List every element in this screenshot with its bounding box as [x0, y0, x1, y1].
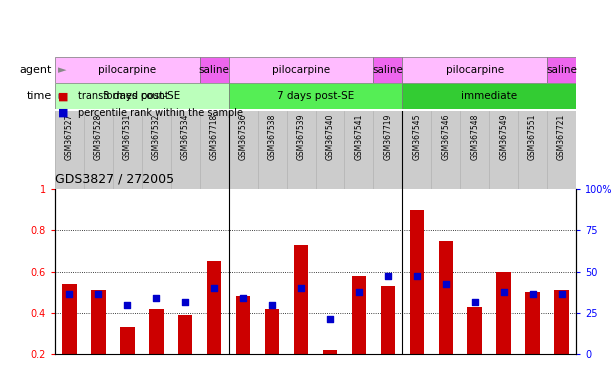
Bar [373, 57, 402, 83]
Bar [554, 290, 569, 354]
Text: GSM367539: GSM367539 [296, 113, 306, 160]
Point [557, 291, 566, 297]
Text: saline: saline [199, 65, 230, 75]
Bar [55, 83, 229, 109]
Text: GSM367527: GSM367527 [65, 113, 74, 160]
Text: GSM367545: GSM367545 [412, 113, 422, 160]
Point [528, 291, 538, 297]
Text: GSM367534: GSM367534 [181, 113, 190, 160]
Bar [91, 290, 106, 354]
Text: agent: agent [20, 65, 52, 75]
Point [267, 301, 277, 308]
Bar [120, 327, 134, 354]
Point [210, 285, 219, 291]
Text: pilocarpine: pilocarpine [445, 65, 503, 75]
Point [441, 281, 451, 287]
Text: ►: ► [58, 91, 67, 101]
Text: saline: saline [373, 65, 403, 75]
Text: saline: saline [546, 65, 577, 75]
Text: ■: ■ [58, 91, 68, 101]
Point [383, 273, 393, 279]
Bar [402, 57, 547, 83]
Text: GSM367536: GSM367536 [239, 113, 247, 160]
Bar [402, 83, 576, 109]
Bar [200, 57, 229, 83]
Point [296, 285, 306, 291]
Text: pilocarpine: pilocarpine [272, 65, 330, 75]
Point [499, 289, 508, 295]
Point [122, 301, 132, 308]
Text: GSM367538: GSM367538 [268, 113, 277, 160]
Point [180, 300, 190, 306]
Bar [207, 261, 221, 354]
Point [65, 291, 75, 297]
Text: GSM367548: GSM367548 [470, 113, 479, 160]
Bar [236, 296, 251, 354]
Text: pilocarpine: pilocarpine [98, 65, 156, 75]
Text: GSM367531: GSM367531 [123, 113, 132, 160]
Bar [149, 309, 164, 354]
Text: GSM367528: GSM367528 [94, 113, 103, 160]
Text: GDS3827 / 272005: GDS3827 / 272005 [55, 172, 174, 185]
Point [325, 316, 335, 322]
Point [238, 295, 248, 301]
Bar [467, 306, 482, 354]
Point [152, 295, 161, 301]
Text: GSM367540: GSM367540 [326, 113, 334, 160]
Point [470, 300, 480, 306]
Text: immediate: immediate [461, 91, 518, 101]
Bar [229, 83, 402, 109]
Text: 3 days post-SE: 3 days post-SE [103, 91, 180, 101]
Bar [294, 245, 309, 354]
Point [354, 289, 364, 295]
Bar [439, 240, 453, 354]
Bar [547, 57, 576, 83]
Bar [381, 286, 395, 354]
Text: GSM367541: GSM367541 [354, 113, 364, 160]
Bar [525, 292, 540, 354]
Text: percentile rank within the sample: percentile rank within the sample [78, 108, 243, 118]
Text: GSM367721: GSM367721 [557, 113, 566, 160]
Bar [55, 57, 200, 83]
Bar [323, 350, 337, 354]
Text: GSM367551: GSM367551 [528, 113, 537, 160]
Bar [409, 210, 424, 354]
Bar [229, 57, 373, 83]
Text: GSM367546: GSM367546 [441, 113, 450, 160]
Bar [178, 315, 192, 354]
Text: GSM367532: GSM367532 [152, 113, 161, 160]
Point [412, 273, 422, 279]
Text: GSM367718: GSM367718 [210, 113, 219, 160]
Bar [496, 271, 511, 354]
Text: 7 days post-SE: 7 days post-SE [277, 91, 354, 101]
Text: time: time [27, 91, 52, 101]
Bar [352, 276, 366, 354]
Text: transformed count: transformed count [78, 91, 169, 101]
Text: GSM367549: GSM367549 [499, 113, 508, 160]
Text: GSM367719: GSM367719 [383, 113, 392, 160]
Bar [62, 284, 77, 354]
Text: ■: ■ [58, 108, 68, 118]
Point [93, 291, 103, 297]
Bar [265, 309, 279, 354]
Text: ►: ► [58, 65, 67, 75]
